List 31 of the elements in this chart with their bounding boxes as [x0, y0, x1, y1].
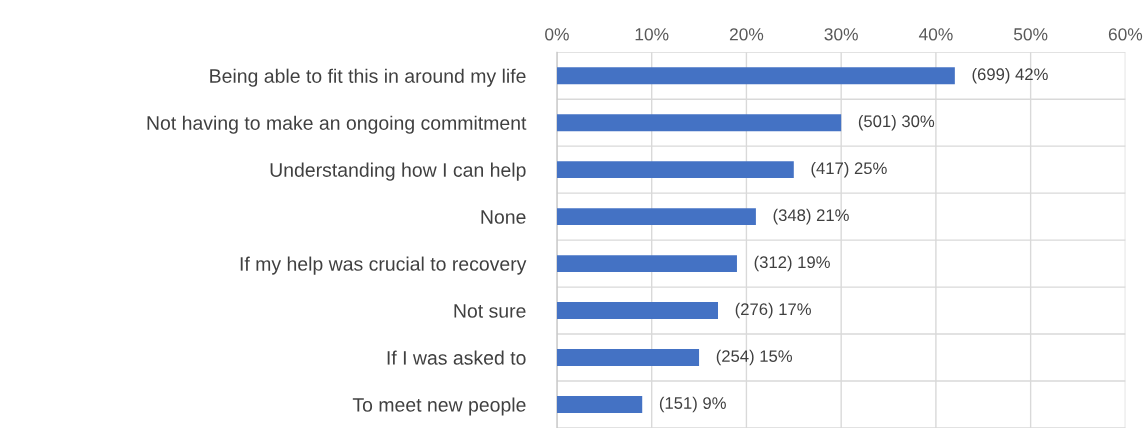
bar — [556, 349, 700, 366]
data-label: (348) 21% — [773, 208, 849, 225]
data-label: (312) 19% — [754, 255, 830, 272]
y-tick-label: Not having to make an ongoing commitment — [147, 115, 527, 134]
x-tick-label: 30% — [824, 28, 858, 41]
data-label: (699) 42% — [972, 67, 1048, 84]
bar — [556, 255, 737, 273]
bar — [556, 114, 842, 132]
bar — [556, 302, 719, 320]
y-tick-label: If I was asked to — [387, 350, 526, 365]
y-tick-label: To meet new people — [352, 397, 526, 416]
x-tick-label: 50% — [1013, 28, 1048, 41]
x-tick-label: 0% — [545, 28, 569, 41]
y-tick-label: Not sure — [454, 304, 526, 318]
data-label: (276) 17% — [735, 302, 811, 319]
x-tick-label: 60% — [1108, 28, 1143, 41]
bar — [556, 161, 794, 179]
data-label: (417) 25% — [811, 161, 887, 178]
bar — [556, 67, 955, 85]
y-tick-label: Being able to fit this in around my life — [210, 68, 526, 87]
data-label: (151) 9% — [659, 396, 726, 413]
y-tick-label: If my help was crucial to recovery — [240, 256, 527, 275]
bar — [556, 396, 643, 413]
x-tick-label: 40% — [918, 28, 953, 41]
bar — [556, 208, 756, 226]
x-tick-label: 20% — [729, 28, 764, 41]
y-tick-label: None — [481, 210, 526, 224]
x-tick-label: 10% — [635, 28, 669, 41]
y-tick-label: Understanding how I can help — [270, 162, 526, 181]
data-label: (254) 15% — [716, 349, 793, 366]
data-label: (501) 30% — [858, 114, 935, 131]
